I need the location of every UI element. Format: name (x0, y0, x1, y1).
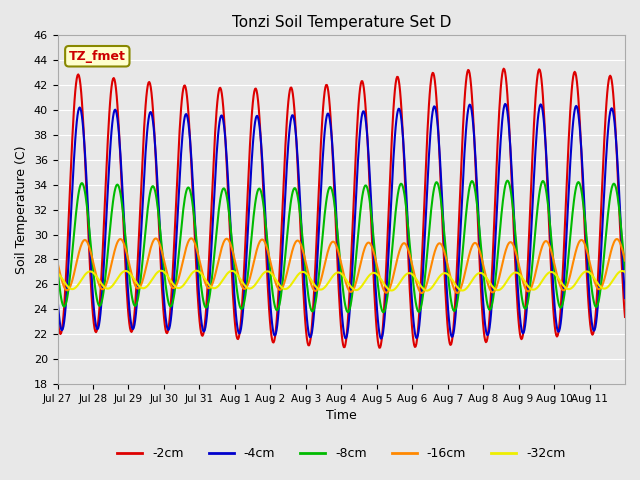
-2cm (376, 345, 383, 350)
-2cm (433, 95, 440, 100)
X-axis label: Time: Time (326, 409, 356, 422)
-8cm (621, 266, 629, 272)
-2cm (500, 66, 508, 72)
-4cm (274, 315, 282, 321)
-16cm (188, 236, 195, 241)
Title: Tonzi Soil Temperature Set D: Tonzi Soil Temperature Set D (232, 15, 451, 30)
Line: -32cm: -32cm (58, 271, 625, 290)
-4cm (433, 110, 440, 116)
-16cm (275, 287, 283, 292)
-16cm (621, 258, 629, 264)
-8cm (433, 180, 440, 185)
-8cm (274, 306, 282, 312)
-8cm (401, 192, 408, 198)
-32cm (423, 288, 431, 293)
-32cm (433, 277, 441, 283)
-16cm (401, 240, 408, 246)
-32cm (275, 281, 283, 287)
-2cm (401, 167, 408, 173)
-2cm (54, 314, 61, 320)
-2cm (253, 87, 260, 93)
-4cm (120, 219, 128, 225)
-4cm (54, 295, 61, 300)
-4cm (621, 295, 629, 301)
-32cm (193, 268, 200, 274)
-16cm (253, 245, 261, 251)
-4cm (225, 184, 232, 190)
-32cm (120, 268, 128, 274)
-16cm (225, 238, 233, 244)
-4cm (253, 113, 260, 119)
-2cm (225, 199, 232, 205)
-16cm (120, 241, 128, 247)
-32cm (54, 270, 61, 276)
-4cm (377, 336, 385, 341)
Line: -4cm: -4cm (58, 104, 625, 338)
Y-axis label: Soil Temperature (C): Soil Temperature (C) (15, 145, 28, 274)
Line: -2cm: -2cm (58, 69, 625, 348)
Line: -16cm: -16cm (58, 239, 625, 293)
-16cm (54, 260, 61, 265)
-32cm (225, 269, 233, 275)
-2cm (621, 314, 629, 320)
-8cm (225, 205, 232, 211)
-8cm (253, 192, 260, 198)
-16cm (418, 290, 426, 296)
-8cm (504, 178, 511, 183)
-32cm (253, 279, 261, 285)
-2cm (274, 298, 282, 304)
-8cm (380, 309, 387, 315)
-4cm (401, 158, 408, 164)
-32cm (621, 269, 629, 275)
-4cm (501, 101, 509, 107)
Legend: -2cm, -4cm, -8cm, -16cm, -32cm: -2cm, -4cm, -8cm, -16cm, -32cm (112, 442, 570, 465)
-8cm (120, 220, 128, 226)
-8cm (54, 265, 61, 271)
-2cm (120, 238, 128, 243)
Text: TZ_fmet: TZ_fmet (69, 50, 125, 63)
Line: -8cm: -8cm (58, 180, 625, 312)
-16cm (433, 243, 441, 249)
-32cm (401, 273, 408, 279)
